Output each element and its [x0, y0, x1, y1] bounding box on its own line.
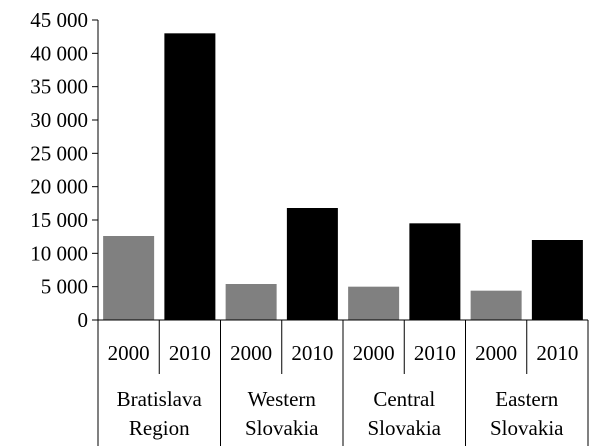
bar-2-2000 [225, 284, 277, 320]
bar-1-2000 [103, 236, 155, 320]
region-label: Slovakia [368, 416, 442, 440]
region-label: Slovakia [490, 416, 564, 440]
bar-4-2010 [531, 240, 583, 320]
y-tick-label: 25 000 [30, 141, 88, 165]
year-label: 2010 [414, 341, 456, 365]
region-label: Central [373, 387, 435, 411]
year-label: 2000 [108, 341, 150, 365]
bar-4-2000 [470, 290, 522, 320]
region-label: Eastern [495, 387, 558, 411]
y-tick-label: 10 000 [30, 241, 88, 265]
bar-3-2010 [409, 223, 461, 320]
region-label: Western [248, 387, 317, 411]
y-tick-label: 20 000 [30, 175, 88, 199]
y-axis: 0 5 000 10 000 15 000 20 000 25 000 30 000 35 0… [30, 8, 99, 332]
year-label: 2010 [291, 341, 333, 365]
y-tick-label: 40 000 [30, 41, 88, 65]
bar-1-2010 [164, 33, 216, 320]
region-label: Region [129, 416, 190, 440]
year-label: 2010 [536, 341, 578, 365]
year-label: 2000 [230, 341, 272, 365]
y-tick-label: 5 000 [41, 275, 88, 299]
region-label: Slovakia [245, 416, 319, 440]
x-axis: 2000 2010 Bratislava Region 2000 2010 Western S… [97, 319, 589, 446]
year-label: 2000 [475, 341, 517, 365]
bars [103, 33, 583, 320]
bar-2-2010 [286, 208, 338, 320]
year-label: 2000 [353, 341, 395, 365]
year-label: 2010 [169, 341, 211, 365]
y-tick-label: 15 000 [30, 208, 88, 232]
bar-3-2000 [348, 286, 400, 320]
y-tick-label: 30 000 [30, 108, 88, 132]
region-label: Bratislava [117, 387, 203, 411]
y-tick-label: 35 000 [30, 75, 88, 99]
y-tick-label: 0 [78, 308, 89, 332]
y-tick-label: 45 000 [30, 8, 88, 32]
